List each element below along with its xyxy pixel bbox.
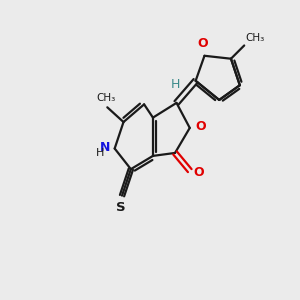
Text: O: O xyxy=(195,120,206,133)
Text: O: O xyxy=(193,166,204,178)
Text: N: N xyxy=(100,141,110,154)
Text: H: H xyxy=(171,78,181,91)
Text: H: H xyxy=(96,148,105,158)
Text: O: O xyxy=(198,37,208,50)
Text: S: S xyxy=(116,201,125,214)
Text: CH₃: CH₃ xyxy=(246,32,265,43)
Text: CH₃: CH₃ xyxy=(96,93,116,103)
